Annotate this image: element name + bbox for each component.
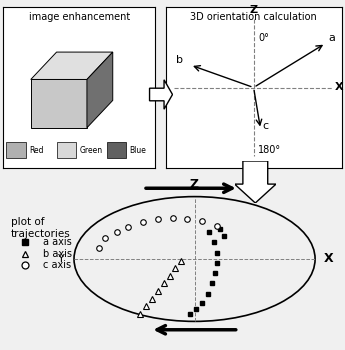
Text: b: b xyxy=(176,55,183,65)
Text: Blue: Blue xyxy=(129,146,146,155)
Text: 180°: 180° xyxy=(258,145,281,155)
Text: a axis: a axis xyxy=(43,237,72,247)
Polygon shape xyxy=(87,52,113,128)
Text: Red: Red xyxy=(29,146,44,155)
Text: image enhancement: image enhancement xyxy=(29,12,130,22)
Text: b axis: b axis xyxy=(43,248,72,259)
Text: Z: Z xyxy=(249,5,258,15)
Text: Z: Z xyxy=(190,177,199,190)
Text: Green: Green xyxy=(79,146,102,155)
Bar xyxy=(107,142,126,158)
Bar xyxy=(7,142,26,158)
Text: 0°: 0° xyxy=(258,33,269,43)
Polygon shape xyxy=(31,79,87,128)
Polygon shape xyxy=(235,161,276,203)
Text: c axis: c axis xyxy=(43,260,71,270)
Polygon shape xyxy=(150,80,172,109)
Text: X: X xyxy=(335,83,343,92)
Text: a: a xyxy=(328,33,335,43)
Text: plot of
trajectories: plot of trajectories xyxy=(11,217,70,239)
Text: c: c xyxy=(263,121,268,131)
Text: Y: Y xyxy=(58,254,65,264)
Polygon shape xyxy=(31,52,113,79)
Text: X: X xyxy=(324,252,334,266)
Text: 3D orientation calculation: 3D orientation calculation xyxy=(190,12,317,22)
Bar xyxy=(57,142,76,158)
